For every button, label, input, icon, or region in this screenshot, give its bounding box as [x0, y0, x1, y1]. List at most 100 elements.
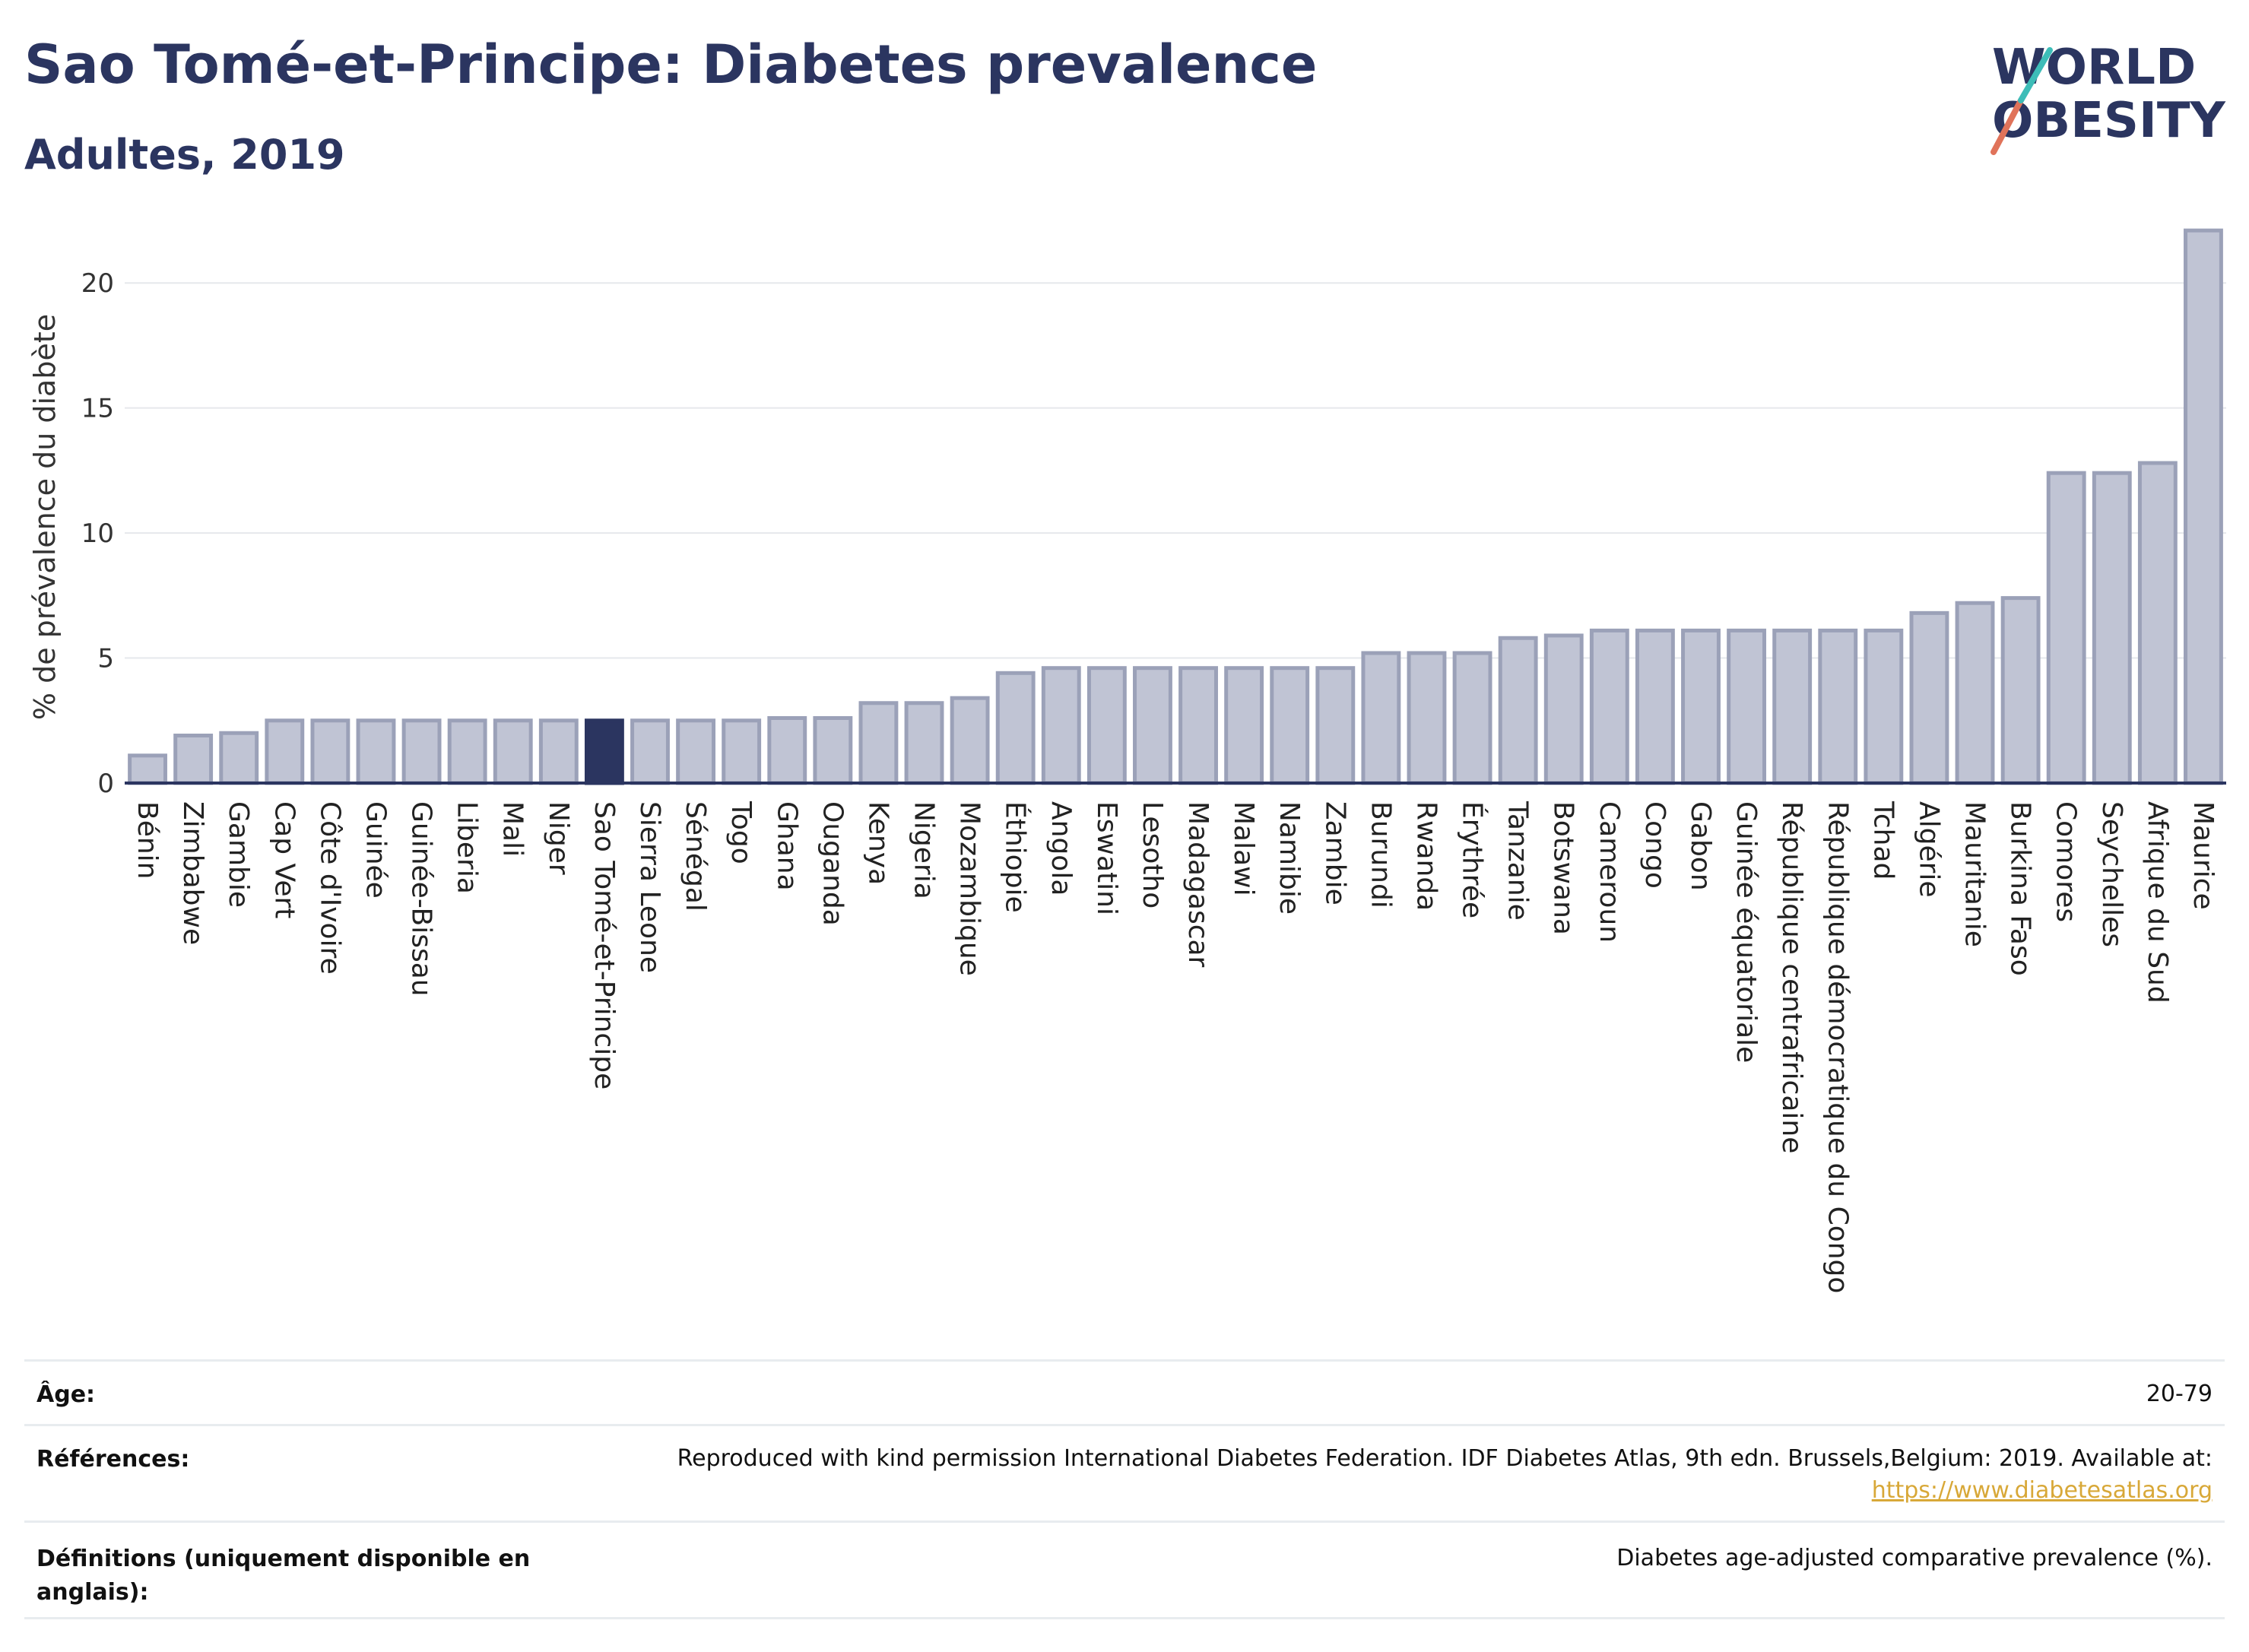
definitions-label: Définitions (uniquement disponible en an…	[36, 1543, 530, 1609]
x-tick-label: Sierra Leone	[634, 801, 665, 973]
bar	[2184, 228, 2223, 785]
x-tick-label: Algérie	[1913, 801, 1944, 898]
bar	[1133, 666, 1172, 785]
bar	[265, 718, 305, 785]
bar	[1864, 628, 1904, 785]
y-tick-label: 0	[97, 769, 114, 799]
info-row-references: Références: Reproduced with kind permiss…	[24, 1424, 2225, 1520]
x-tick-label: Guinée équatoriale	[1730, 801, 1762, 1063]
bar	[2092, 471, 2132, 785]
x-tick-label: Mauritanie	[1959, 801, 1990, 947]
x-tick-label: Éthiopie	[1000, 801, 1032, 913]
x-tick-label: Eswatini	[1091, 801, 1122, 915]
bar	[722, 718, 762, 785]
bar	[1224, 666, 1264, 785]
bar	[813, 715, 853, 785]
x-tick-label: Maurice	[2187, 801, 2219, 910]
bar	[2000, 596, 2041, 785]
references-link[interactable]: https://www.diabetesatlas.org	[1871, 1477, 2213, 1504]
bar	[1498, 636, 1538, 785]
x-tick-label: Côte d'Ivoire	[314, 801, 345, 975]
info-row-definitions: Définitions (uniquement disponible en an…	[24, 1520, 2225, 1619]
bar	[1681, 628, 1721, 785]
chart-subtitle: Adultes, 2019	[24, 131, 345, 179]
age-label: Âge:	[36, 1381, 96, 1408]
bar	[904, 701, 944, 785]
y-tick-label: 5	[97, 644, 114, 674]
x-tick-label: Guinée-Bissau	[406, 801, 437, 997]
x-tick-label: Cap Vert	[268, 801, 300, 918]
bar	[1727, 628, 1767, 785]
definitions-label-line1: Définitions (uniquement disponible en	[36, 1546, 531, 1572]
bar-chart: 0 5 10 15 20 % de prévalence du diabète Bénin Z…	[28, 228, 2226, 1293]
bar	[1909, 610, 1949, 785]
x-tick-label: République centrafricaine	[1776, 801, 1807, 1153]
x-tick-label: Togo	[725, 801, 757, 864]
definitions-label-line2: anglais):	[36, 1579, 149, 1606]
bar	[2137, 461, 2178, 785]
world-obesity-logo: WORLD OBESITY	[1990, 40, 2225, 155]
references-label: Références:	[36, 1446, 190, 1473]
bar	[356, 718, 396, 785]
bar	[128, 753, 167, 785]
bar	[676, 718, 716, 785]
x-tick-label: Rwanda	[1410, 801, 1442, 911]
bar	[538, 718, 579, 785]
bar	[1041, 666, 1081, 785]
x-tick-label: Cameroun	[1594, 801, 1625, 943]
x-tick-label: Madagascar	[1182, 801, 1213, 968]
x-tick-label: République démocratique du Congo	[1822, 801, 1853, 1293]
info-row-age: Âge: 20-79	[24, 1359, 2225, 1424]
x-tick-label: Comores	[2051, 801, 2082, 922]
bar	[1178, 666, 1218, 785]
logo-line1: WORLD	[1992, 40, 2196, 96]
bar	[1315, 666, 1356, 785]
bar	[630, 718, 670, 785]
x-tick-label: Nigeria	[909, 801, 940, 899]
y-axis-label: % de prévalence du diabète	[28, 314, 62, 720]
x-tick-label: Kenya	[862, 801, 893, 885]
x-tick-label: Gambie	[223, 801, 254, 908]
bar	[310, 718, 351, 785]
x-tick-label: Ghana	[771, 801, 802, 891]
x-tick-label: Tchad	[1867, 801, 1898, 880]
bar	[1452, 651, 1492, 785]
age-value: 20-79	[2146, 1381, 2213, 1407]
x-tick-label: Botswana	[1548, 801, 1579, 935]
y-tick-label: 15	[81, 394, 114, 424]
logo-slash-lower	[1990, 97, 2024, 155]
x-tick-label: Tanzanie	[1502, 801, 1534, 921]
bar	[2046, 471, 2086, 785]
x-tick-label: Namibie	[1274, 801, 1305, 915]
x-tick-label: Malawi	[1228, 801, 1259, 896]
x-tick-label: Mali	[497, 801, 528, 857]
x-tick-label: Zambie	[1319, 801, 1350, 905]
x-tick-label: Afrique du Sud	[2142, 801, 2173, 1004]
x-tick-label: Burundi	[1365, 801, 1396, 908]
x-tick-label: Gabon	[1685, 801, 1716, 891]
x-tick-label: Liberia	[452, 801, 483, 894]
x-tick-label: Angola	[1045, 801, 1077, 896]
x-tick-label: Érythrée	[1457, 801, 1489, 918]
bar	[493, 718, 533, 785]
y-tick-label: 10	[81, 518, 114, 549]
info-table: Âge: 20-79 Références: Reproduced with k…	[24, 1359, 2225, 1619]
bar	[950, 696, 990, 785]
bar	[1818, 628, 1858, 785]
references-value: Reproduced with kind permission Internat…	[677, 1443, 2213, 1507]
x-tick-label: Sao Tomé-et-Principe	[588, 801, 620, 1089]
bar	[401, 718, 442, 785]
bar	[1086, 666, 1127, 785]
bar	[1270, 666, 1310, 785]
bar	[995, 671, 1036, 785]
bar	[173, 734, 214, 785]
bar	[1407, 651, 1447, 785]
bar	[858, 701, 899, 785]
bar	[1589, 628, 1629, 785]
x-tick-label: Niger	[543, 801, 574, 875]
logo-line2: OBESITY	[1992, 93, 2225, 149]
bar	[1543, 633, 1584, 785]
x-tick-label: Ouganda	[817, 801, 848, 926]
x-tick-label: Seychelles	[2096, 801, 2127, 947]
bar	[447, 718, 487, 785]
